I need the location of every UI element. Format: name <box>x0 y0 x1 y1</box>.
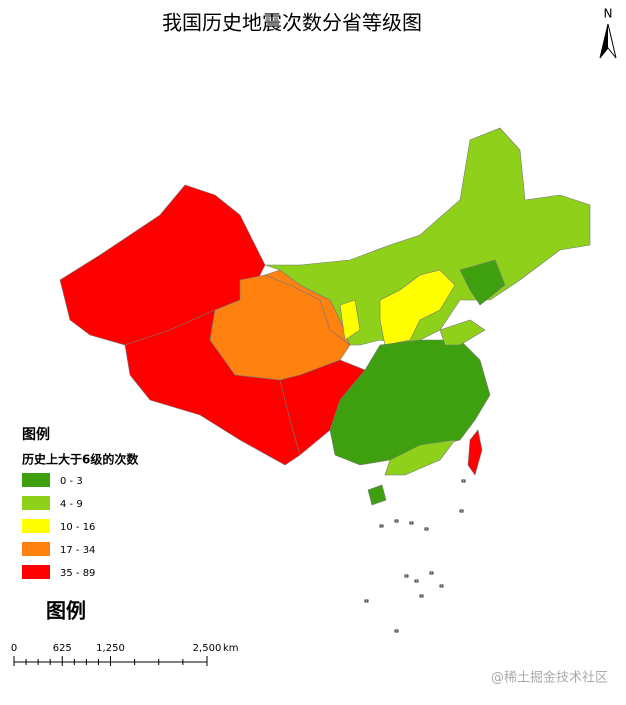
north-label: N <box>604 7 613 21</box>
island <box>414 579 419 583</box>
island <box>394 629 399 633</box>
watermark: @稀土掘金技术社区 <box>491 670 608 686</box>
north-arrow-half <box>600 24 608 58</box>
province <box>367 484 387 506</box>
island <box>409 521 414 525</box>
island <box>364 599 369 603</box>
island <box>394 519 399 523</box>
province <box>339 299 361 341</box>
island <box>404 574 409 578</box>
province <box>439 319 486 346</box>
province <box>379 269 456 346</box>
legend-label: 17 - 34 <box>60 545 95 556</box>
legend-swatch <box>22 473 50 487</box>
scale-bar: 0 625 1,250 2,500 km <box>11 643 239 666</box>
legend-swatch <box>22 496 50 510</box>
scale-tick-label: 2,500 <box>193 643 222 654</box>
island <box>379 524 384 528</box>
legend-swatch <box>22 565 50 579</box>
legend-label: 0 - 3 <box>60 476 83 487</box>
legend-label: 10 - 16 <box>60 522 95 533</box>
scale-unit: km <box>223 643 239 654</box>
map <box>59 127 591 633</box>
legend-subtitle: 历史上大于6级的次数 <box>22 452 139 467</box>
island <box>429 571 434 575</box>
legend: 0 - 3 4 - 9 10 - 16 17 - 34 35 - 89 <box>22 473 95 579</box>
province <box>467 429 483 476</box>
island <box>461 479 466 483</box>
scale-tick-label: 625 <box>53 643 72 654</box>
north-arrow: N <box>599 7 617 59</box>
island <box>459 509 464 513</box>
province <box>384 439 456 476</box>
scale-tick-label: 1,250 <box>96 643 125 654</box>
province <box>459 259 506 306</box>
island <box>419 594 424 598</box>
legend-label: 4 - 9 <box>60 499 83 510</box>
scale-tick-label: 0 <box>11 643 17 654</box>
map-title: 我国历史地震次数分省等级图 <box>162 11 422 35</box>
island <box>439 584 444 588</box>
legend-swatch <box>22 542 50 556</box>
legend-title: 图例 <box>22 426 50 443</box>
legend-swatch <box>22 519 50 533</box>
legend-label: 35 - 89 <box>60 568 95 579</box>
legend-caption: 图例 <box>46 599 86 623</box>
province <box>329 339 491 466</box>
island <box>424 527 429 531</box>
